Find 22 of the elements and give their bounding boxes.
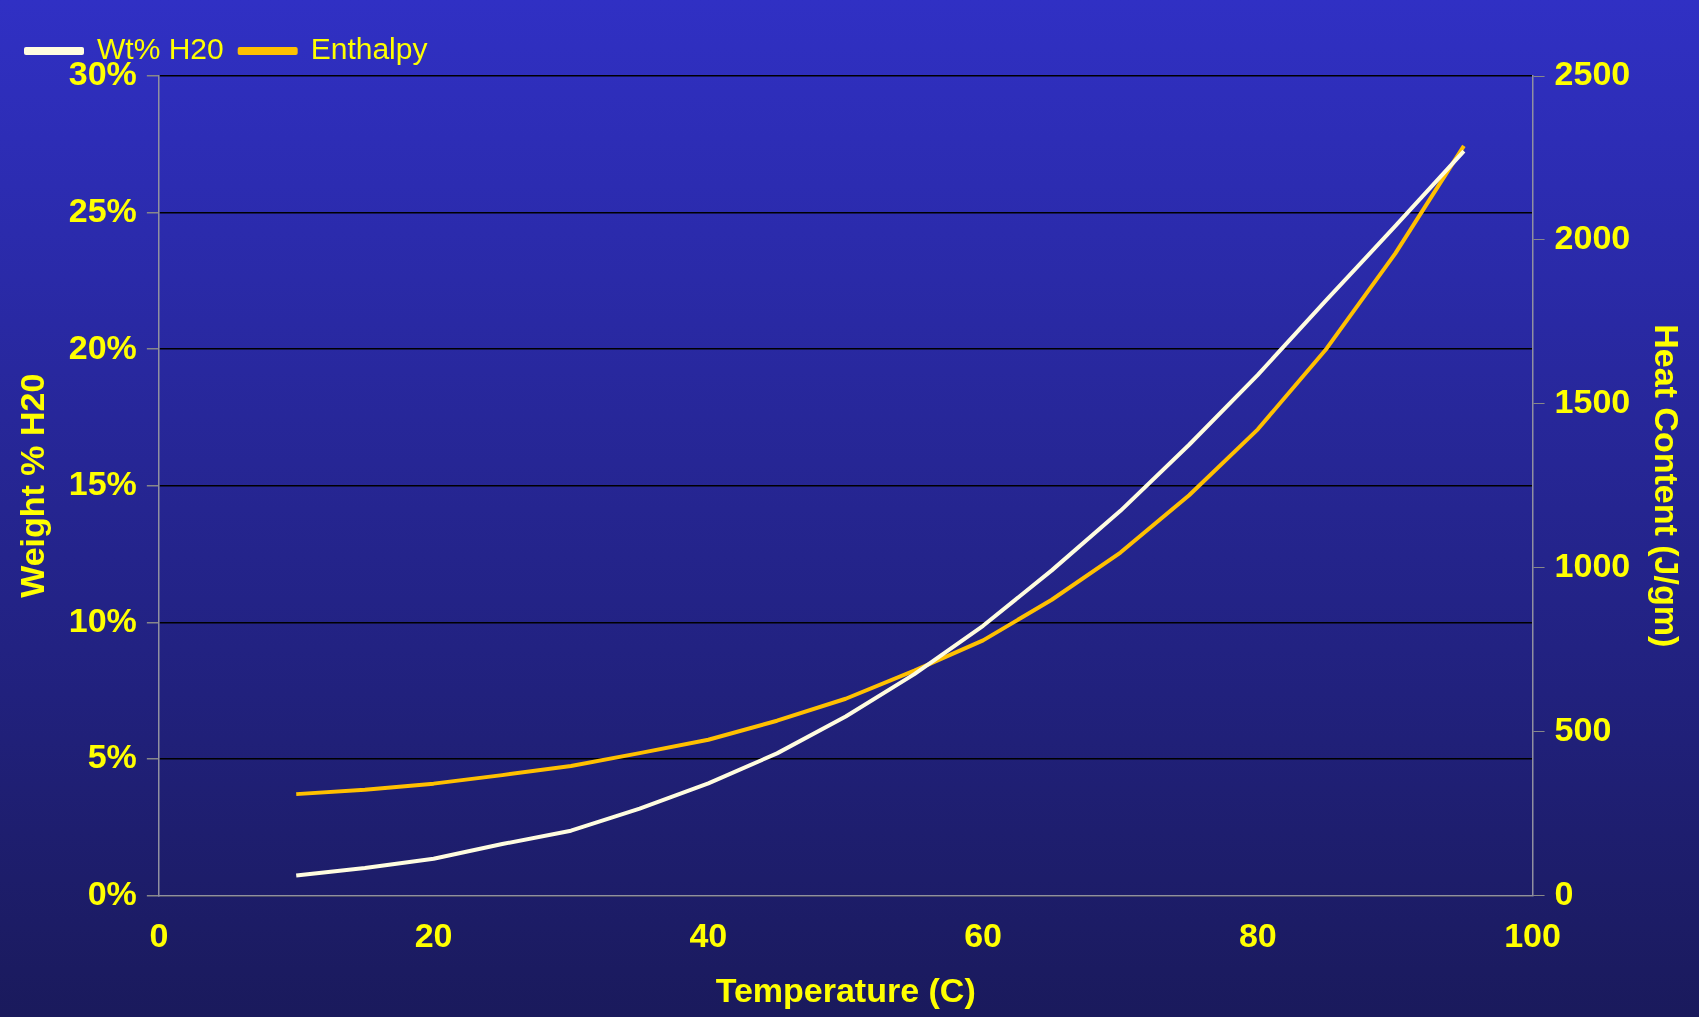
y2-tick-label: 500 (1554, 709, 1612, 748)
y2-axis-title: Heat Content (J/gm) (1648, 324, 1687, 648)
y-axis-title: Weight % H20 (12, 373, 51, 598)
y-tick-label: 25% (68, 190, 137, 229)
x-axis-title: Temperature (C) (715, 970, 976, 1009)
x-tick-label: 100 (1504, 916, 1561, 955)
legend-label: Enthalpy (310, 32, 428, 66)
x-tick-label: 80 (1238, 916, 1277, 955)
y-tick-label: 0% (87, 873, 137, 912)
y-tick-label: 15% (68, 464, 137, 503)
y-tick-label: 10% (68, 600, 137, 639)
y2-tick-label: 0 (1554, 873, 1574, 912)
y2-tick-label: 1000 (1554, 546, 1631, 585)
y-tick-label: 20% (68, 327, 137, 366)
x-tick-label: 20 (414, 916, 453, 955)
x-tick-label: 60 (964, 916, 1002, 955)
y-tick-label: 5% (87, 737, 137, 776)
x-tick-label: 40 (689, 916, 728, 955)
x-tick-label: 0 (149, 916, 169, 955)
y2-tick-label: 2500 (1554, 54, 1631, 93)
y2-tick-label: 1500 (1554, 382, 1631, 421)
y2-tick-label: 2000 (1554, 218, 1631, 257)
